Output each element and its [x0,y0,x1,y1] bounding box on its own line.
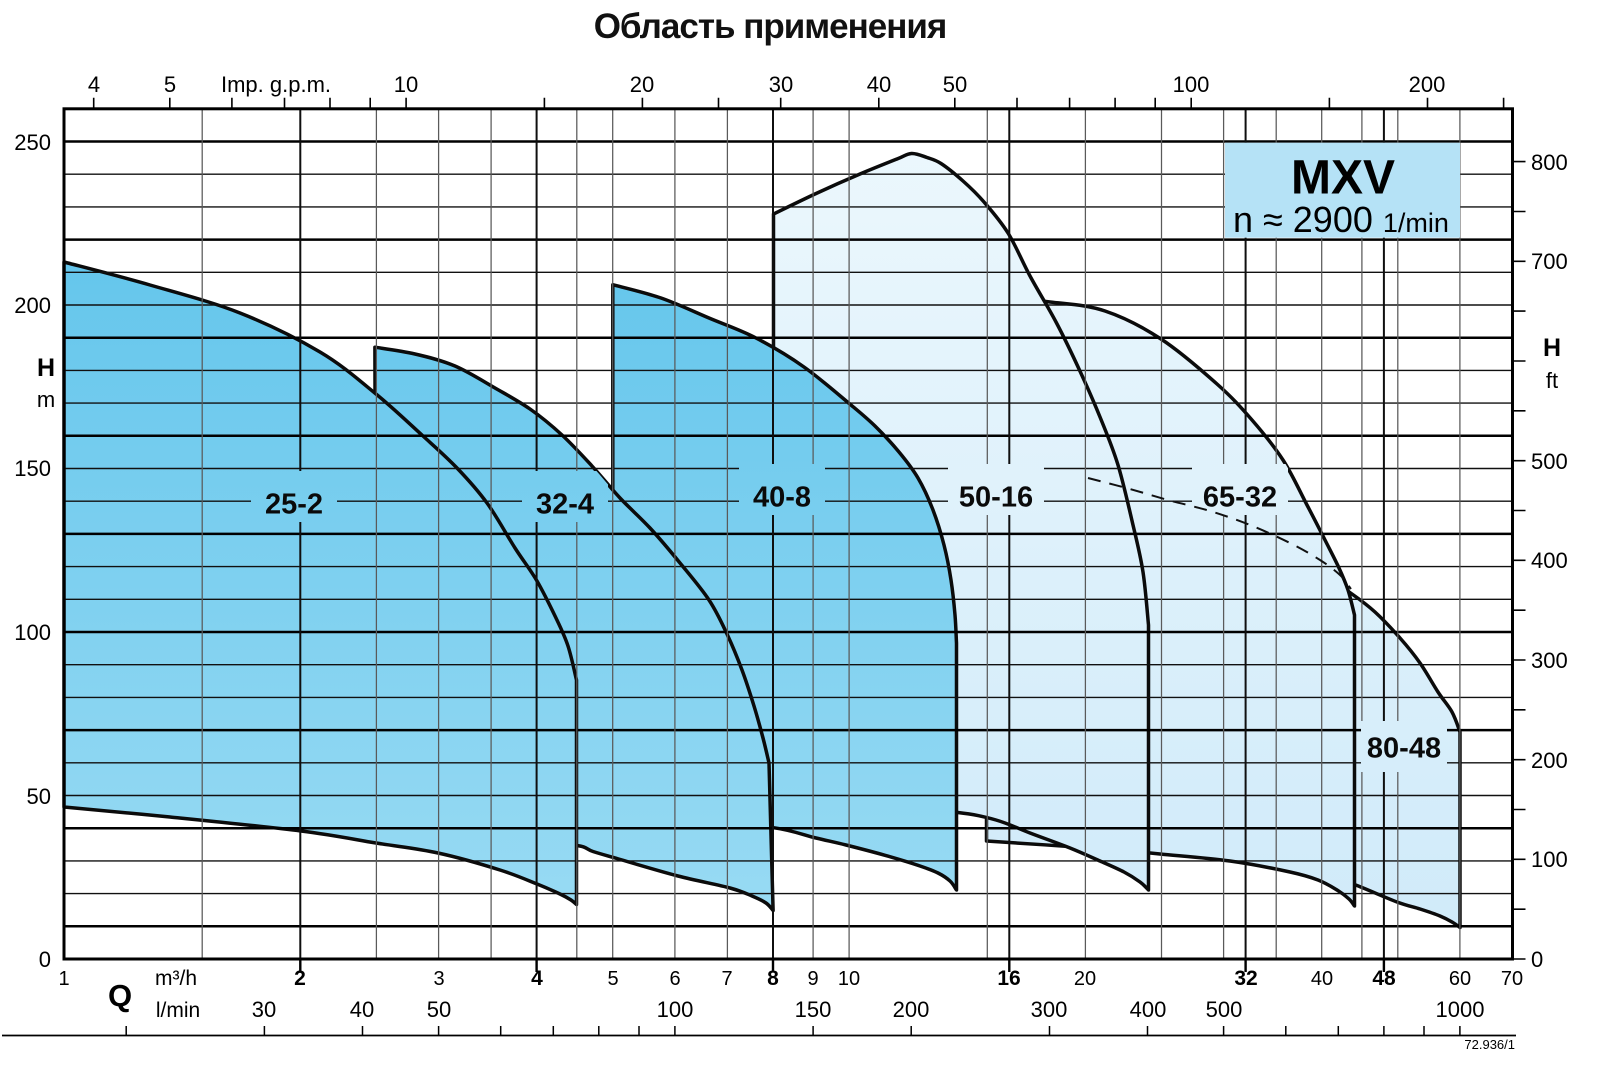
svg-text:40: 40 [867,72,891,97]
svg-text:10: 10 [838,968,860,990]
svg-text:50: 50 [27,784,51,809]
svg-text:100: 100 [14,620,51,645]
svg-text:40: 40 [350,997,374,1022]
svg-text:m: m [37,387,55,412]
svg-text:6: 6 [669,968,680,990]
svg-text:200: 200 [14,293,51,318]
svg-text:50-16: 50-16 [959,482,1033,514]
svg-text:100: 100 [1531,847,1568,872]
svg-text:ft: ft [1546,368,1558,393]
svg-text:MXV: MXV [1291,151,1395,204]
svg-text:200: 200 [893,997,930,1022]
svg-text:Область применения: Область применения [594,7,947,46]
svg-text:3: 3 [433,968,444,990]
svg-text:150: 150 [14,456,51,481]
svg-text:m³/h: m³/h [155,967,197,990]
svg-text:5: 5 [607,968,618,990]
svg-text:32-4: 32-4 [536,489,594,521]
svg-text:40-8: 40-8 [753,482,811,514]
svg-text:0: 0 [39,947,51,972]
svg-text:150: 150 [795,997,832,1022]
svg-text:700: 700 [1531,249,1568,274]
svg-text:1: 1 [58,968,69,990]
svg-text:250: 250 [14,130,51,155]
svg-text:100: 100 [657,997,694,1022]
svg-text:2: 2 [294,967,306,990]
svg-text:60: 60 [1449,968,1471,990]
svg-text:20: 20 [1074,968,1096,990]
svg-text:4: 4 [531,967,543,990]
svg-text:80-48: 80-48 [1367,733,1441,765]
svg-text:65-32: 65-32 [1203,482,1277,514]
svg-text:Imp. g.p.m.: Imp. g.p.m. [221,72,331,97]
svg-text:1000: 1000 [1436,997,1485,1022]
svg-text:800: 800 [1531,150,1568,175]
svg-text:5: 5 [164,72,176,97]
svg-text:25-2: 25-2 [265,489,323,521]
svg-text:8: 8 [767,967,779,990]
svg-text:32: 32 [1234,967,1257,990]
svg-text:4: 4 [88,72,100,97]
svg-text:500: 500 [1531,449,1568,474]
svg-text:500: 500 [1206,997,1243,1022]
svg-text:Q: Q [108,978,132,1013]
svg-text:400: 400 [1130,997,1167,1022]
svg-text:9: 9 [807,968,818,990]
svg-text:48: 48 [1372,967,1396,990]
svg-text:20: 20 [630,72,654,97]
svg-text:30: 30 [252,997,276,1022]
svg-text:10: 10 [394,72,418,97]
svg-text:200: 200 [1531,748,1568,773]
svg-text:30: 30 [769,72,793,97]
svg-text:40: 40 [1311,968,1333,990]
svg-text:70: 70 [1501,968,1523,990]
svg-text:72.936/1: 72.936/1 [1464,1037,1515,1052]
svg-text:200: 200 [1409,72,1446,97]
svg-text:300: 300 [1031,997,1068,1022]
svg-text:50: 50 [427,997,451,1022]
svg-text:l/min: l/min [156,999,200,1022]
svg-text:100: 100 [1173,72,1210,97]
svg-text:16: 16 [997,967,1020,990]
svg-text:7: 7 [721,968,732,990]
svg-text:H: H [37,354,55,382]
svg-text:50: 50 [943,72,967,97]
svg-text:400: 400 [1531,548,1568,573]
svg-text:300: 300 [1531,648,1568,673]
svg-text:H: H [1543,334,1561,362]
svg-text:0: 0 [1531,947,1543,972]
